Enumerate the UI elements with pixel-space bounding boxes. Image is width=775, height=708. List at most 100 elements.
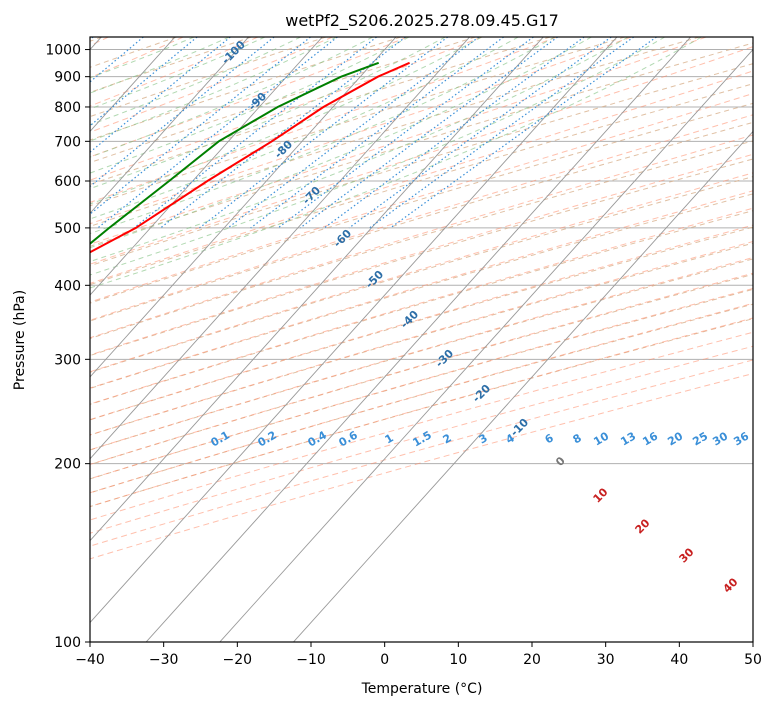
moist-adiabat bbox=[90, 37, 266, 110]
dry-adiabat bbox=[90, 37, 700, 227]
isotherm-line bbox=[145, 37, 692, 642]
mixing-ratio-label: 36 bbox=[731, 429, 751, 448]
isotherm-label-warm: 30 bbox=[677, 545, 697, 565]
isotherm-line bbox=[90, 37, 323, 296]
x-tick-label: 30 bbox=[597, 652, 615, 668]
isotherm-label: -20 bbox=[470, 382, 493, 405]
y-tick-label: 800 bbox=[54, 100, 81, 116]
x-tick-label: −30 bbox=[149, 652, 179, 668]
mixing-ratio-line bbox=[250, 37, 504, 229]
moist-adiabat bbox=[90, 37, 373, 158]
plot-frame bbox=[89, 36, 754, 643]
mixing-ratio-label: 30 bbox=[710, 429, 730, 448]
x-tick-label: 0 bbox=[380, 652, 389, 668]
theta-e-curve bbox=[90, 224, 753, 421]
mixing-ratio-label: 1.5 bbox=[411, 428, 434, 449]
pressure-gridlines bbox=[90, 49, 753, 642]
theta-e-curve bbox=[90, 190, 753, 389]
dry-adiabat bbox=[90, 37, 327, 118]
moist-adiabat bbox=[90, 37, 230, 94]
theta-e-curve bbox=[90, 302, 753, 494]
theta-e-curve bbox=[90, 37, 333, 133]
isotherm-label-warm: 40 bbox=[721, 575, 741, 595]
theta-e-curve bbox=[90, 172, 753, 373]
theta-e-curve bbox=[90, 345, 753, 534]
x-tick-label: 10 bbox=[449, 652, 467, 668]
mixing-ratio-label: 1 bbox=[383, 431, 396, 446]
y-tick-label: 900 bbox=[54, 70, 81, 86]
x-tick-label: −20 bbox=[223, 652, 253, 668]
x-tick-label: 50 bbox=[744, 652, 762, 668]
theta-e-curve bbox=[90, 134, 753, 339]
moist-adiabat bbox=[90, 37, 482, 205]
x-tick-label: 40 bbox=[670, 652, 688, 668]
isotherm-line bbox=[90, 37, 250, 214]
mixing-ratio-label: 13 bbox=[618, 430, 638, 449]
mixing-ratio-line bbox=[90, 37, 94, 41]
dry-adiabat bbox=[90, 37, 401, 141]
dry-adiabat bbox=[90, 140, 753, 340]
x-tick-label: −40 bbox=[75, 652, 105, 668]
x-axis-label: Temperature (°C) bbox=[361, 681, 483, 697]
isotherm-label: -60 bbox=[331, 227, 354, 250]
moist-adiabat bbox=[90, 37, 446, 190]
isotherm-line bbox=[90, 37, 397, 378]
mixing-ratio-label: 20 bbox=[665, 429, 685, 448]
mixing-ratio-line bbox=[390, 37, 657, 229]
y-tick-label: 300 bbox=[54, 352, 81, 368]
theta-e-curve bbox=[90, 114, 753, 321]
theta-e-curve bbox=[90, 317, 753, 508]
isotherm-label-warm: 10 bbox=[591, 485, 611, 505]
y-tick-label: 200 bbox=[54, 457, 81, 473]
mixing-ratio-label: 0.4 bbox=[306, 428, 330, 449]
isotherm-label: -50 bbox=[363, 268, 386, 291]
isotherm-label: -40 bbox=[398, 308, 421, 331]
isotherm-label-warm: 20 bbox=[633, 516, 653, 536]
moist-adiabat bbox=[90, 37, 556, 235]
theta-e-curve bbox=[90, 37, 259, 107]
overlay-labels: -100 -90 -80 -70 -60 -50 -40 -30 -20 -10… bbox=[209, 38, 752, 596]
series-dewpoint-line bbox=[90, 61, 380, 246]
y-tick-label: 1000 bbox=[45, 43, 81, 59]
mixing-ratio-line bbox=[369, 37, 635, 229]
theta-e-curve bbox=[90, 257, 753, 451]
theta-e-curve bbox=[90, 37, 408, 158]
theta-e-curve bbox=[90, 37, 557, 203]
mixing-ratio-label: 25 bbox=[690, 430, 710, 449]
series-temperature-line bbox=[90, 61, 411, 254]
dry-adiabat bbox=[90, 83, 753, 286]
mixing-ratio-line bbox=[133, 37, 377, 229]
dry-adiabat bbox=[90, 288, 753, 480]
mixing-ratio-label: 0.1 bbox=[209, 428, 232, 449]
theta-e-lines bbox=[90, 37, 753, 560]
moist-adiabat bbox=[90, 37, 592, 249]
mixing-ratio-label: 2 bbox=[441, 431, 454, 446]
theta-e-curve bbox=[90, 153, 753, 356]
mixing-ratio-line bbox=[97, 37, 338, 229]
plot-area bbox=[90, 37, 753, 642]
isotherm-line bbox=[90, 37, 471, 460]
chart-title: wetPf2_S206.2025.278.09.45.G17 bbox=[285, 11, 559, 31]
mixing-ratio-label: 16 bbox=[640, 429, 660, 448]
mixing-ratio-line bbox=[90, 37, 231, 154]
theta-e-curve bbox=[90, 37, 632, 225]
theta-e-curve bbox=[90, 37, 707, 245]
moist-adiabat bbox=[90, 37, 195, 79]
dry-adiabat bbox=[90, 63, 753, 267]
moist-adiabat bbox=[90, 37, 702, 289]
moist-adiabat bbox=[90, 37, 519, 220]
dry-adiabat bbox=[90, 37, 625, 207]
dry-adiabat bbox=[90, 42, 753, 247]
mixing-ratio-label: 8 bbox=[571, 431, 584, 446]
dry-adiabat bbox=[90, 121, 753, 322]
y-tick-label: 400 bbox=[54, 278, 81, 294]
y-tick-label: 500 bbox=[54, 221, 81, 237]
mixing-ratio-line bbox=[160, 37, 406, 229]
mixing-ratio-line bbox=[90, 37, 144, 83]
y-tick-label: 600 bbox=[54, 174, 81, 190]
x-axis: −40 −30 −20 −10 0 10 20 30 40 50 bbox=[75, 642, 762, 668]
theta-e-curve bbox=[90, 46, 753, 265]
moist-adiabat bbox=[90, 37, 301, 126]
isotherm-line bbox=[219, 48, 753, 642]
